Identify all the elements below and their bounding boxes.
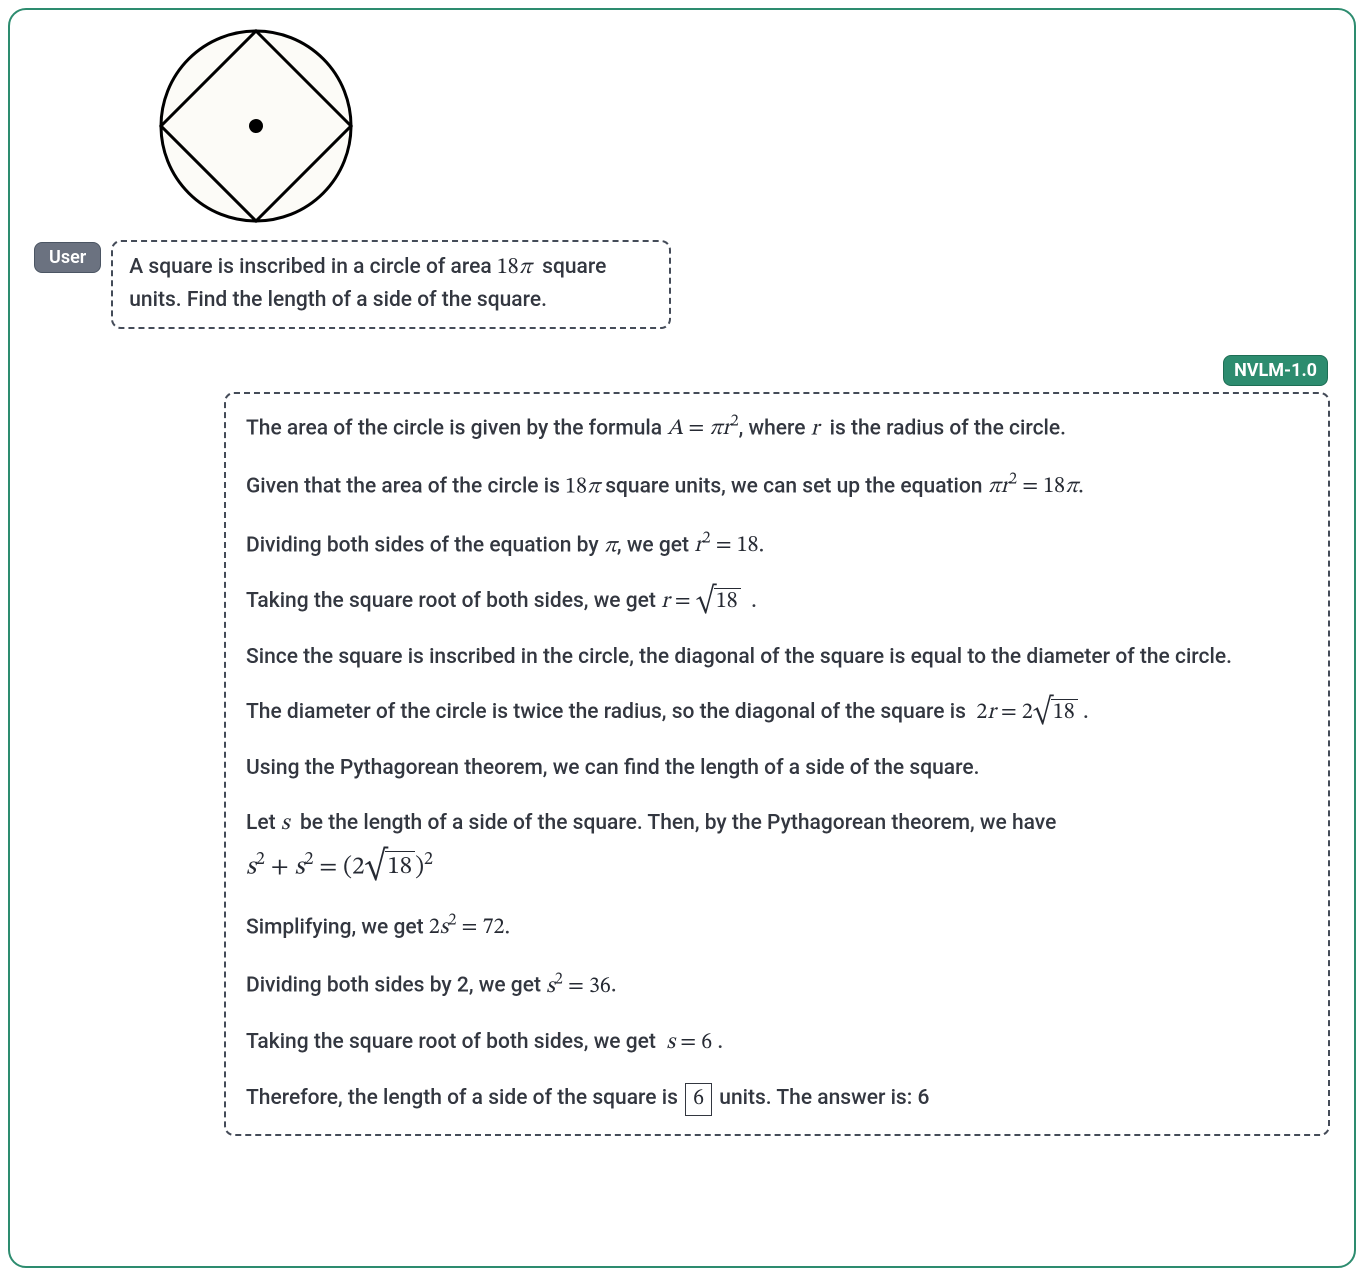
answer-line: The area of the circle is given by the f… — [246, 410, 1308, 447]
answer-line: Simplifying, we get 2s2 = 72. — [246, 909, 1308, 946]
answer-line: Using the Pythagorean theorem, we can fi… — [246, 752, 1308, 785]
answer-line: Dividing both sides of the equation by π… — [246, 527, 1308, 564]
user-message-bubble: A square is inscribed in a circle of are… — [111, 240, 671, 329]
answer-line: The diameter of the circle is twice the … — [246, 696, 1308, 730]
model-answer-bubble: The area of the circle is given by the f… — [224, 392, 1330, 1136]
answer-line: Dividing both sides by 2, we get s2 = 36… — [246, 967, 1308, 1004]
answer-line: Therefore, the length of a side of the s… — [246, 1082, 1308, 1116]
model-badge-row: NVLM-1.0 — [34, 355, 1330, 386]
answer-line: Given that the area of the circle is 18π… — [246, 468, 1308, 505]
answer-line: Let s be the length of a side of the squ… — [246, 807, 1308, 887]
conversation-card: User A square is inscribed in a circle o… — [8, 8, 1356, 1268]
answer-line: Taking the square root of both sides, we… — [246, 585, 1308, 619]
inscribed-square-icon — [144, 20, 368, 232]
answer-line: Taking the square root of both sides, we… — [246, 1026, 1308, 1060]
geometry-figure — [144, 20, 1330, 236]
user-badge: User — [34, 242, 101, 273]
model-badge: NVLM-1.0 — [1223, 355, 1328, 386]
page: User A square is inscribed in a circle o… — [0, 0, 1364, 1284]
answer-line: Since the square is inscribed in the cir… — [246, 641, 1308, 674]
pythag-equation: s2 + s2 = (2√18)2 — [246, 847, 1308, 887]
user-message-text: A square is inscribed in a circle of are… — [129, 255, 606, 312]
user-row: User A square is inscribed in a circle o… — [34, 240, 1330, 329]
boxed-answer: 6 — [685, 1083, 712, 1116]
